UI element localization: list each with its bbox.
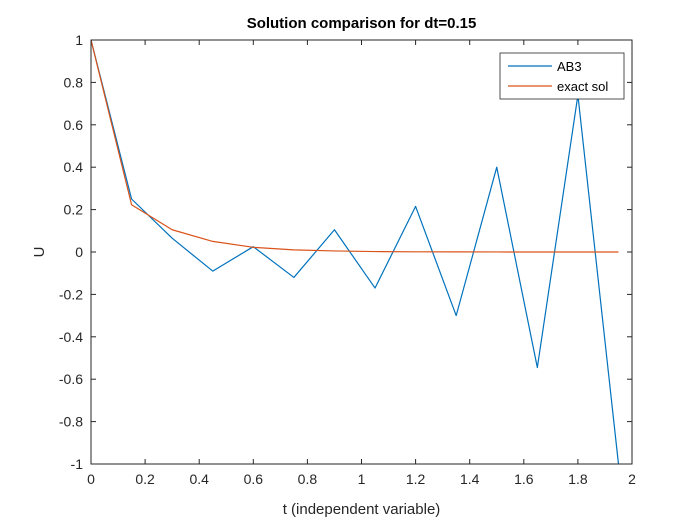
x-axis-label: t (independent variable) xyxy=(283,501,441,518)
x-tick-label: 0.2 xyxy=(135,471,155,487)
legend-box xyxy=(499,52,625,100)
x-tick-label: 0.4 xyxy=(189,471,209,487)
x-tick-label: 1.6 xyxy=(514,471,534,487)
chart-title: Solution comparison for dt=0.15 xyxy=(247,15,477,32)
x-tick-label: 0.8 xyxy=(298,471,318,487)
y-tick-label: 1 xyxy=(75,32,83,48)
y-tick-label: 0 xyxy=(75,244,83,260)
y-tick-label: -0.6 xyxy=(59,371,83,387)
axes-layer: 0 0.2 0.4 0.6 0.8 1 1.2 1.4 1.6 1.8 2 -1 -0.8 -0.6 -0.… xyxy=(59,32,636,487)
series-line-ab3 xyxy=(90,39,620,465)
y-tick-label: -0.8 xyxy=(59,414,83,430)
x-tick-label: 1.2 xyxy=(406,471,426,487)
series-line-exact-sol xyxy=(90,39,619,253)
x-tick-label: 1.8 xyxy=(568,471,588,487)
legend-label-exact-sol: exact sol xyxy=(557,79,608,94)
x-tick-label: 0 xyxy=(87,471,95,487)
y-tick-label: -0.4 xyxy=(59,329,83,345)
y-tick-label: -1 xyxy=(71,456,84,472)
x-tick-label: 1.4 xyxy=(460,471,480,487)
series-layer xyxy=(90,39,620,465)
y-tick-label: -0.2 xyxy=(59,286,83,302)
y-tick-label: 0.2 xyxy=(64,202,84,218)
y-tick-label: 0.6 xyxy=(64,117,84,133)
x-tick-label: 1 xyxy=(358,471,366,487)
x-tick-label: 2 xyxy=(628,471,636,487)
y-tick-label: 0.8 xyxy=(64,74,84,90)
y-tick-label: 0.4 xyxy=(64,159,84,175)
x-tick-label: 0.6 xyxy=(244,471,264,487)
legend: AB3 exact sol xyxy=(499,52,625,100)
legend-label-ab3: AB3 xyxy=(557,59,582,74)
y-axis-label: U xyxy=(31,247,48,258)
